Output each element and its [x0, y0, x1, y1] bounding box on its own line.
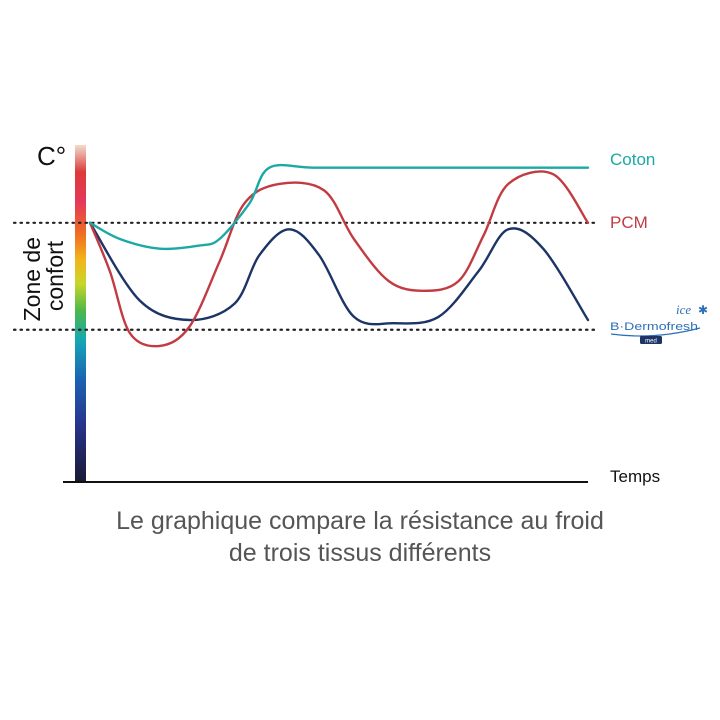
series-layer — [88, 163, 590, 348]
snowflake-icon: ✱ — [698, 303, 708, 317]
x-axis-label: Temps — [610, 467, 660, 486]
temperature-gradient-bar — [75, 145, 86, 483]
dermofresh-logo-super: ice — [676, 302, 691, 317]
dermofresh-logo-swoosh — [610, 327, 701, 337]
series-line-b-dermofresh-ice — [88, 221, 590, 326]
comfort-zone-label-line-2: confort — [42, 240, 68, 311]
legend-pcm: PCM — [610, 213, 648, 232]
y-axis-label: C° — [37, 141, 66, 171]
dermofresh-logo-tag-box — [640, 336, 662, 344]
series-line-pcm — [88, 170, 590, 348]
comfort-zone-label-line-1: Zone de — [19, 237, 45, 321]
caption-line-1: Le graphique compare la résistance au fr… — [116, 507, 604, 535]
series-line-coton — [88, 163, 590, 251]
dermofresh-logo-tag: med — [645, 339, 657, 345]
comfort-zone-label: Zone de confort — [19, 231, 68, 322]
chart-caption: Le graphique compare la résistance au fr… — [0, 505, 720, 569]
dermofresh-logo: ice ✱ B·Dermofresh med — [610, 302, 708, 345]
caption-line-2: de trois tissus différents — [228, 539, 492, 567]
legend-coton: Coton — [610, 150, 655, 169]
dermofresh-logo-brand: B·Dermofresh — [610, 321, 698, 333]
